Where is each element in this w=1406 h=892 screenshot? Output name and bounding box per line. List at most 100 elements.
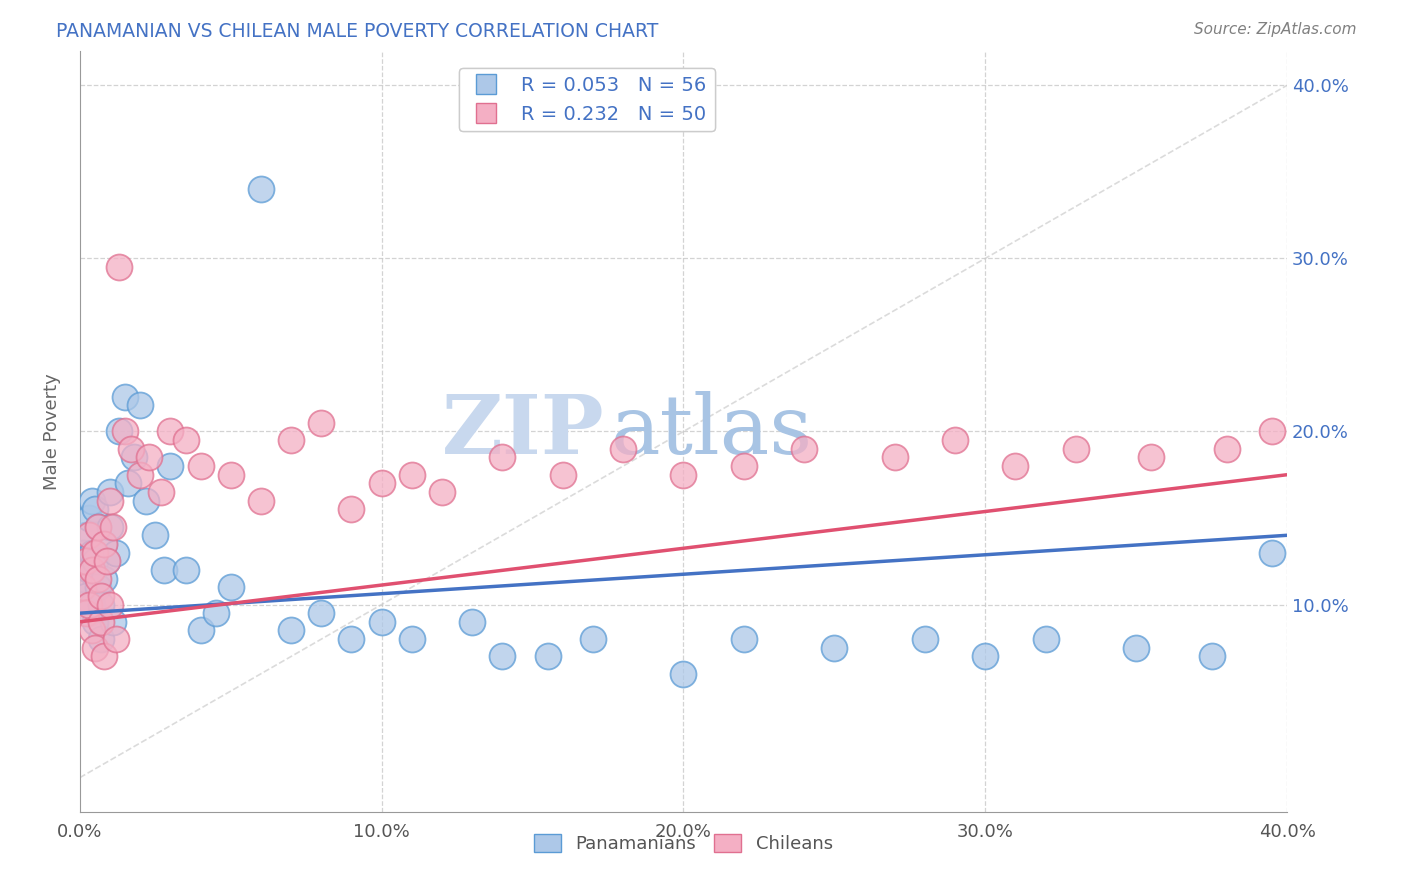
Point: [974, 649, 997, 664]
Point: [280, 624, 302, 638]
Point: [105, 546, 128, 560]
Point: [90, 615, 112, 629]
Point: [101, 615, 124, 629]
Point: [114, 390, 136, 404]
Point: [108, 260, 131, 274]
Point: [129, 467, 152, 482]
Point: [1215, 442, 1237, 456]
Point: [105, 632, 128, 647]
Point: [87, 519, 110, 533]
Point: [672, 666, 695, 681]
Point: [122, 450, 145, 465]
Point: [883, 450, 905, 465]
Point: [1261, 425, 1284, 439]
Point: [153, 563, 176, 577]
Point: [80, 598, 103, 612]
Point: [120, 442, 142, 456]
Point: [143, 528, 166, 542]
Point: [96, 554, 118, 568]
Point: [84, 554, 107, 568]
Point: [1140, 450, 1163, 465]
Point: [129, 399, 152, 413]
Point: [401, 632, 423, 647]
Point: [1035, 632, 1057, 647]
Point: [1261, 546, 1284, 560]
Point: [72, 546, 94, 560]
Point: [461, 615, 484, 629]
Point: [733, 632, 755, 647]
Point: [159, 425, 181, 439]
Point: [117, 476, 139, 491]
Point: [914, 632, 936, 647]
Point: [77, 511, 100, 525]
Point: [174, 433, 197, 447]
Point: [80, 624, 103, 638]
Point: [77, 598, 100, 612]
Point: [311, 416, 333, 430]
Point: [823, 640, 845, 655]
Y-axis label: Male Poverty: Male Poverty: [44, 373, 60, 490]
Point: [87, 580, 110, 594]
Point: [87, 519, 110, 533]
Point: [75, 554, 97, 568]
Point: [87, 572, 110, 586]
Point: [672, 467, 695, 482]
Point: [93, 572, 115, 586]
Point: [370, 476, 392, 491]
Text: Source: ZipAtlas.com: Source: ZipAtlas.com: [1194, 22, 1357, 37]
Point: [72, 580, 94, 594]
Point: [491, 450, 513, 465]
Point: [1064, 442, 1087, 456]
Point: [108, 425, 131, 439]
Point: [135, 493, 157, 508]
Point: [93, 649, 115, 664]
Point: [340, 502, 363, 516]
Point: [75, 606, 97, 620]
Point: [491, 649, 513, 664]
Point: [204, 606, 226, 620]
Point: [90, 598, 112, 612]
Point: [98, 519, 121, 533]
Point: [582, 632, 605, 647]
Point: [84, 502, 107, 516]
Text: PANAMANIAN VS CHILEAN MALE POVERTY CORRELATION CHART: PANAMANIAN VS CHILEAN MALE POVERTY CORRE…: [56, 22, 658, 41]
Point: [370, 615, 392, 629]
Point: [150, 485, 173, 500]
Point: [311, 606, 333, 620]
Point: [219, 467, 242, 482]
Point: [72, 572, 94, 586]
Point: [612, 442, 634, 456]
Point: [84, 546, 107, 560]
Point: [80, 563, 103, 577]
Point: [943, 433, 966, 447]
Point: [219, 580, 242, 594]
Point: [280, 433, 302, 447]
Text: ZIP: ZIP: [443, 392, 605, 472]
Point: [401, 467, 423, 482]
Point: [77, 528, 100, 542]
Point: [733, 458, 755, 473]
Point: [98, 598, 121, 612]
Point: [190, 624, 212, 638]
Point: [340, 632, 363, 647]
Point: [1004, 458, 1026, 473]
Point: [77, 563, 100, 577]
Point: [1201, 649, 1223, 664]
Point: [90, 632, 112, 647]
Point: [250, 182, 273, 196]
Point: [75, 589, 97, 603]
Point: [93, 537, 115, 551]
Point: [114, 425, 136, 439]
Point: [537, 649, 560, 664]
Point: [159, 458, 181, 473]
Point: [93, 537, 115, 551]
Point: [75, 528, 97, 542]
Point: [90, 589, 112, 603]
Point: [551, 467, 574, 482]
Point: [84, 615, 107, 629]
Point: [80, 546, 103, 560]
Legend: R = 0.053   N = 56, R = 0.232   N = 50: R = 0.053 N = 56, R = 0.232 N = 50: [460, 68, 714, 131]
Point: [250, 493, 273, 508]
Point: [84, 640, 107, 655]
Point: [80, 493, 103, 508]
